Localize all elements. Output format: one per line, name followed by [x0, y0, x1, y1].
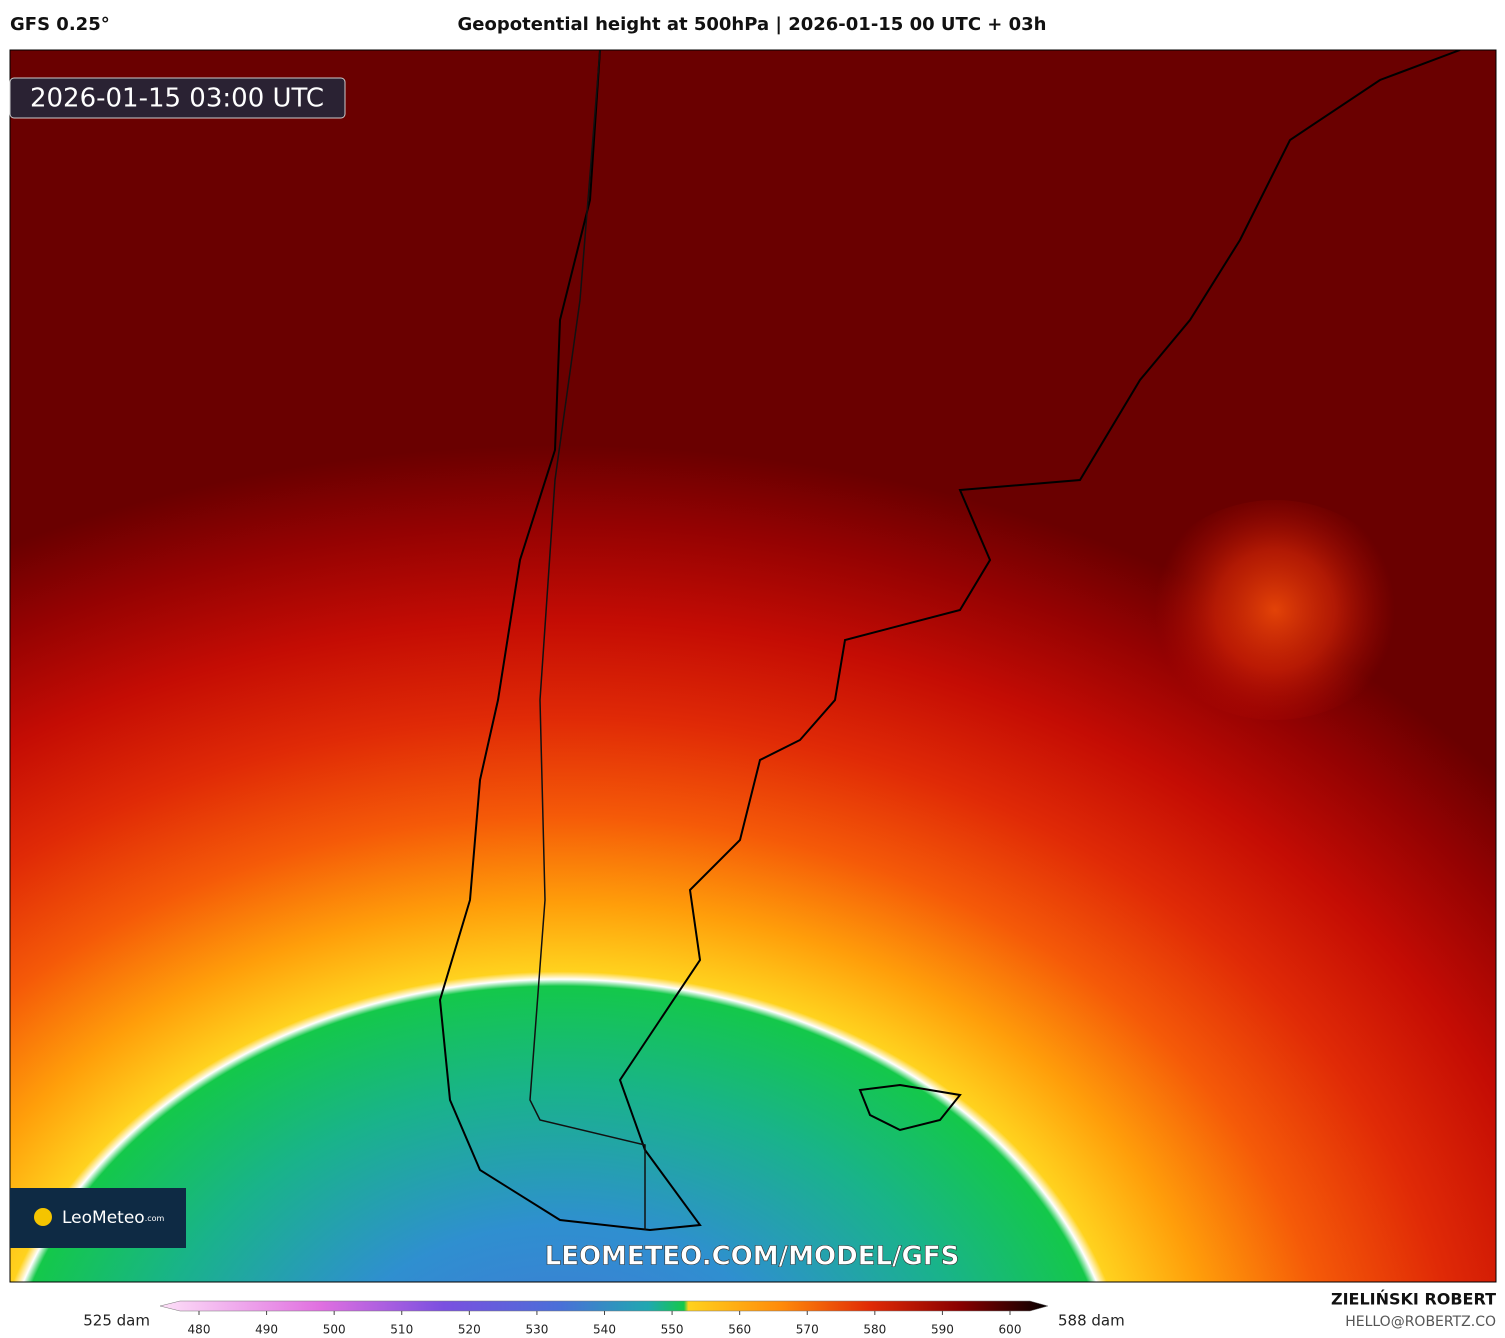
logo: LeoMeteo.com	[62, 1208, 165, 1228]
colorbar-tick-label: 570	[796, 1323, 819, 1337]
map-title: Geopotential height at 500hPa | 2026-01-…	[457, 14, 1046, 35]
colorbar-tick-label: 520	[458, 1323, 481, 1337]
colorbar-tick-label: 550	[661, 1323, 684, 1337]
colorbar-tick-label: 560	[728, 1323, 751, 1337]
map-frame	[9, 49, 1497, 1283]
email: HELLO@ROBERTZ.CO	[1345, 1314, 1496, 1330]
map	[10, 50, 1496, 1282]
colorbar-max-label: 588 dam	[1058, 1312, 1125, 1330]
author: ZIELIŃSKI ROBERT	[1331, 1290, 1496, 1309]
colorbar-tick-label: 510	[390, 1323, 413, 1337]
border	[529, 50, 646, 1230]
valid-time: 2026-01-15 03:00 UTC	[30, 84, 324, 114]
falklands	[858, 1083, 962, 1132]
colorbar-tick-label: 590	[931, 1323, 954, 1337]
watermark: LEOMETEO.COM/MODEL/GFS	[545, 1242, 960, 1272]
colorbar-tick-label: 540	[593, 1323, 616, 1337]
colorbar-tick-label: 600	[999, 1323, 1022, 1337]
time-badge	[9, 77, 346, 119]
colorbar-tick-label: 500	[323, 1323, 346, 1337]
colorbar-tick-label: 530	[525, 1323, 548, 1337]
colorbar-min-label: 525 dam	[83, 1312, 150, 1330]
coastline	[438, 50, 1461, 1232]
colorbar-tick-label: 580	[863, 1323, 886, 1337]
logo-sun	[34, 1208, 52, 1226]
colorbar-tick-label: 480	[188, 1323, 211, 1337]
colorbar-tick-label: 490	[255, 1323, 278, 1337]
colorbar	[159, 1300, 1049, 1312]
logo-text: LeoMeteo	[62, 1208, 145, 1228]
model-label: GFS 0.25°	[10, 14, 110, 35]
cutoff-low	[1145, 500, 1405, 720]
logo-suffix: .com	[145, 1214, 165, 1223]
